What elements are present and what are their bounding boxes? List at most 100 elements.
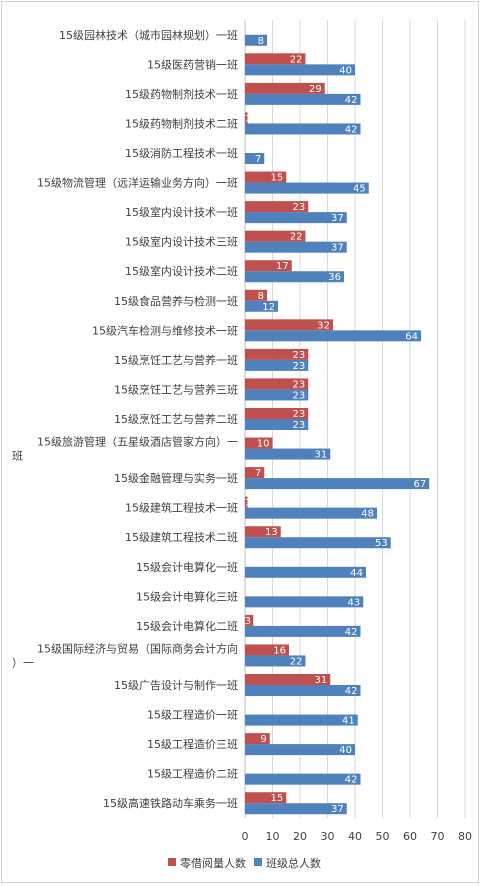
class-total-bar: [245, 330, 421, 342]
zero-borrow-value-label: 13: [265, 527, 278, 538]
class-total-bar: [245, 596, 364, 608]
class-total-bar: [245, 182, 369, 194]
legend-label-class-total: 班级总人数: [266, 856, 321, 870]
zero-borrow-bar: [245, 319, 333, 331]
zero-borrow-value-label: 16: [273, 645, 286, 656]
zero-borrow-value-label: 15: [271, 793, 284, 804]
zero-borrow-bar: [245, 112, 248, 124]
class-total-value-label: 41: [342, 716, 355, 727]
class-total-value-label: 8: [258, 36, 264, 47]
class-total-bar: [245, 389, 309, 401]
class-total-bar: [245, 153, 265, 164]
class-total-value-label: 42: [345, 95, 358, 106]
class-total-bar: [245, 34, 267, 46]
category-label: 15级会计电算化一班: [136, 560, 238, 574]
zero-borrow-bar: [245, 733, 270, 745]
class-total-value-label: 45: [353, 184, 366, 195]
class-total-value-label: 40: [339, 745, 352, 756]
zero-borrow-value-label: 31: [315, 675, 328, 686]
category-label: 15级建筑工程技术一班: [125, 501, 238, 515]
zero-borrow-bar: [245, 674, 331, 685]
category-label: 15级室内设计技术一班: [125, 205, 238, 219]
zero-borrow-bar: [245, 437, 273, 449]
category-label: 15级药物制剂技术二班: [125, 116, 238, 130]
category-label: 15级室内设计技术二班: [125, 264, 238, 278]
class-total-bar: [245, 773, 361, 785]
category-label: 15级室内设计技术三班: [125, 235, 238, 249]
category-label: 15级工程造价二班: [147, 767, 238, 781]
x-tick-label: 50: [376, 830, 390, 843]
class-total-value-label: 31: [315, 450, 328, 461]
class-total-bar: [245, 300, 278, 312]
category-label: 15级旅游管理（五星级酒店管家方向）一班: [12, 435, 238, 463]
zero-borrow-value-label: 7: [255, 468, 261, 479]
x-tick-label: 0: [242, 830, 249, 843]
x-tick-label: 10: [266, 830, 280, 843]
class-total-bar: [245, 655, 306, 667]
zero-borrow-value-label: 23: [293, 379, 306, 390]
class-total-value-label: 37: [331, 213, 344, 224]
category-label: 15级医药营销一班: [147, 57, 238, 71]
class-total-bar: [245, 448, 331, 460]
zero-borrow-value-label: 3: [245, 616, 251, 627]
class-total-bar: [245, 566, 366, 578]
category-label: 15级工程造价一班: [147, 708, 238, 722]
x-tick-label: 70: [431, 830, 445, 843]
class-total-bar: [245, 625, 361, 637]
class-total-value-label: 7: [255, 154, 261, 165]
class-total-bar: [245, 271, 344, 283]
category-label: 15级药物制剂技术一班: [125, 87, 238, 101]
class-total-bar: [245, 537, 391, 549]
category-label: 15级工程造价三班: [147, 737, 238, 751]
class-total-value-label: 53: [375, 538, 388, 549]
zero-borrow-value-label: 17: [276, 261, 289, 272]
category-label: 15级金融管理与实务一班: [114, 471, 238, 485]
class-total-value-label: 67: [414, 479, 427, 490]
zero-borrow-bar: [245, 260, 292, 272]
class-total-bar: [245, 419, 309, 430]
zero-borrow-value-label: 29: [309, 84, 322, 95]
category-label: 15级国际经济与贸易（国际商务会计方向）一: [12, 641, 238, 669]
category-label: 15级会计电算化三班: [136, 589, 238, 603]
zero-borrow-bar: [245, 467, 265, 479]
x-tick-label: 80: [458, 830, 472, 843]
class-total-value-label: 23: [293, 420, 306, 431]
class-total-bar: [245, 507, 377, 519]
zero-borrow-value-label: 23: [293, 409, 306, 420]
zero-borrow-value-label: 8: [258, 291, 264, 302]
bars: 8224029421427154523372237173681232642323…: [245, 34, 430, 815]
zero-borrow-value-label: 1: [245, 498, 251, 509]
class-total-bar: [245, 241, 347, 253]
class-total-bar: [245, 64, 355, 76]
class-total-value-label: 42: [345, 686, 358, 697]
category-label: 15级食品营养与检测一班: [114, 294, 238, 308]
category-label: 15级消防工程技术一班: [125, 146, 238, 160]
x-axis-tick-labels: 0 10 20 30 40 50 60 70 80: [242, 830, 473, 843]
class-total-value-label: 48: [361, 509, 374, 520]
legend-swatch-zero-borrow: [168, 858, 176, 866]
zero-borrow-bar: [245, 526, 281, 538]
class-total-bar: [245, 123, 361, 135]
class-total-value-label: 36: [328, 272, 341, 283]
category-label: 15级广告设计与制作一班: [114, 679, 238, 692]
category-label: 15级会计电算化二班: [136, 619, 238, 633]
class-total-value-label: 12: [262, 302, 275, 313]
class-total-value-label: 42: [345, 124, 358, 135]
zero-borrow-value-label: 32: [317, 320, 330, 331]
x-tick-label: 60: [403, 830, 417, 843]
class-total-value-label: 43: [348, 597, 361, 608]
class-total-value-label: 42: [345, 775, 358, 786]
zero-borrow-value-label: 23: [293, 202, 306, 213]
class-total-value-label: 37: [331, 243, 344, 254]
x-tick-label: 20: [293, 830, 307, 843]
zero-borrow-bar: [245, 171, 287, 183]
legend-swatch-class-total: [254, 858, 262, 866]
category-label: 15级园林技术（城市园林规划）一班: [59, 28, 238, 42]
zero-borrow-bar: [245, 82, 325, 94]
zero-borrow-bar: [245, 792, 287, 804]
zero-borrow-bar: [245, 496, 248, 508]
class-total-bar: [245, 359, 309, 371]
zero-borrow-value-label: 15: [271, 173, 284, 184]
